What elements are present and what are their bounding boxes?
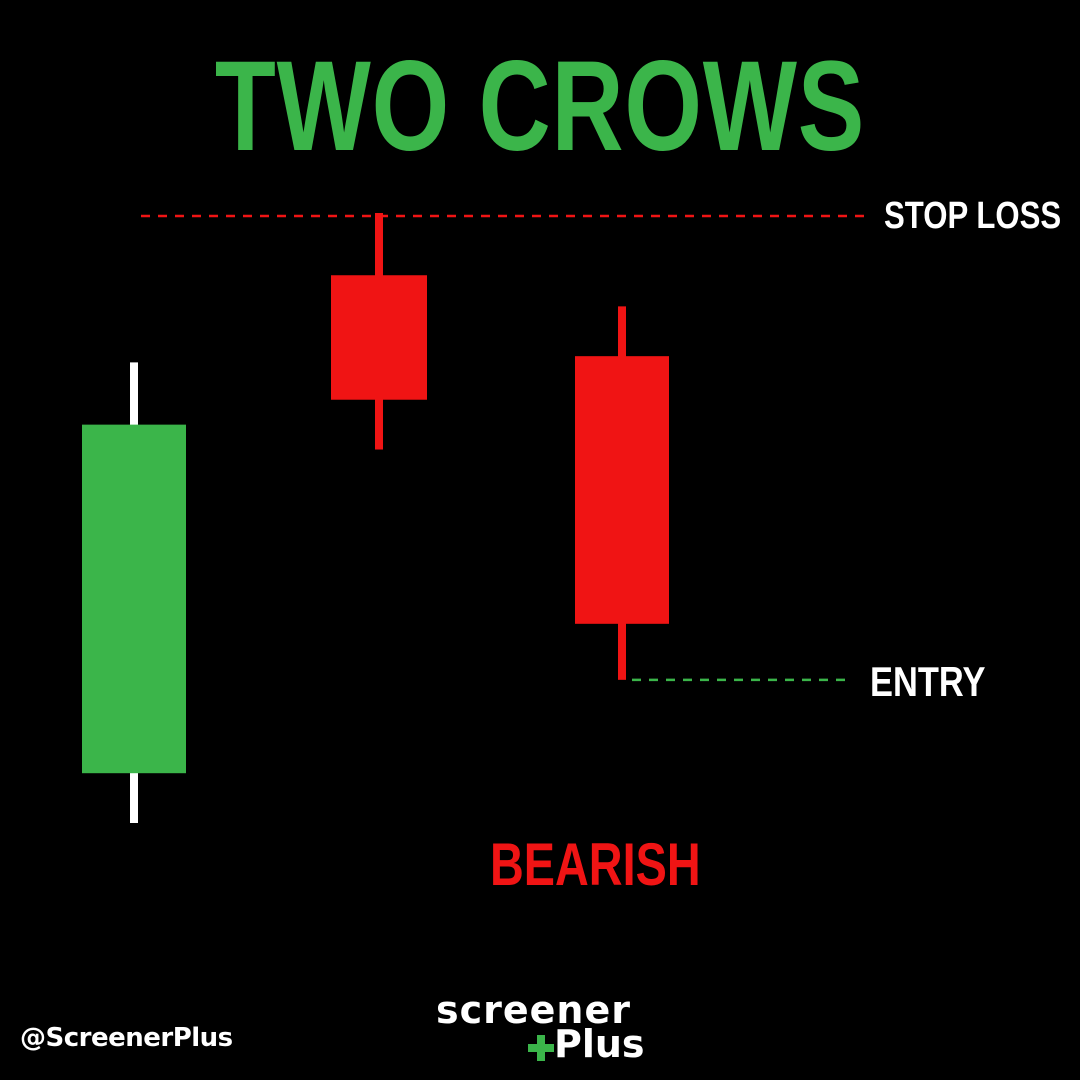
candle-2-upper-wick: [375, 213, 383, 277]
social-handle: @ScreenerPlus: [20, 1023, 233, 1053]
candle-1-lower-wick: [130, 772, 138, 823]
stop-loss-label: STOP LOSS: [884, 195, 1062, 237]
screenerplus-logo: screener Plus: [436, 988, 656, 1068]
logo-text-screener: screener: [436, 988, 631, 1032]
logo-text-plus: Plus: [554, 1022, 645, 1066]
candle-3-upper-wick: [618, 306, 626, 358]
candle-2-body: [331, 275, 427, 400]
candle-1-body: [82, 424, 186, 774]
candle-3-body: [575, 356, 669, 624]
candle-2-lower-wick: [375, 398, 383, 450]
pattern-title: TWO CROWS: [214, 35, 866, 178]
bearish-label: BEARISH: [490, 831, 701, 898]
plus-icon: [528, 1035, 554, 1061]
candle-3-lower-wick: [618, 622, 626, 680]
candle-1-upper-wick: [130, 362, 138, 426]
entry-label: ENTRY: [870, 658, 986, 705]
